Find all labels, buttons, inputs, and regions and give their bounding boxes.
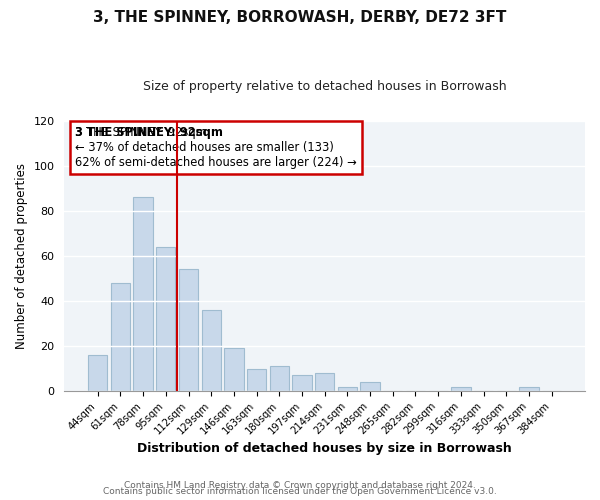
Bar xyxy=(88,355,107,391)
Bar xyxy=(269,366,289,391)
Bar xyxy=(202,310,221,391)
Y-axis label: Number of detached properties: Number of detached properties xyxy=(15,163,28,349)
Bar xyxy=(520,386,539,391)
Text: 3, THE SPINNEY, BORROWASH, DERBY, DE72 3FT: 3, THE SPINNEY, BORROWASH, DERBY, DE72 3… xyxy=(94,10,506,25)
Bar xyxy=(292,376,311,391)
Bar xyxy=(156,247,175,391)
Bar xyxy=(247,368,266,391)
Bar xyxy=(133,197,153,391)
Bar xyxy=(179,270,198,391)
X-axis label: Distribution of detached houses by size in Borrowash: Distribution of detached houses by size … xyxy=(137,442,512,455)
Text: 3 THE SPINNEY: 92sqm: 3 THE SPINNEY: 92sqm xyxy=(75,126,223,139)
Bar xyxy=(224,348,244,391)
Text: Contains HM Land Registry data © Crown copyright and database right 2024.: Contains HM Land Registry data © Crown c… xyxy=(124,481,476,490)
Text: Contains public sector information licensed under the Open Government Licence v3: Contains public sector information licen… xyxy=(103,487,497,496)
Title: Size of property relative to detached houses in Borrowash: Size of property relative to detached ho… xyxy=(143,80,506,93)
Text: 3 THE SPINNEY: 92sqm
← 37% of detached houses are smaller (133)
62% of semi-deta: 3 THE SPINNEY: 92sqm ← 37% of detached h… xyxy=(75,126,356,169)
Bar xyxy=(315,373,334,391)
Bar xyxy=(111,283,130,391)
Bar xyxy=(361,382,380,391)
Bar xyxy=(451,386,470,391)
Bar xyxy=(338,386,357,391)
